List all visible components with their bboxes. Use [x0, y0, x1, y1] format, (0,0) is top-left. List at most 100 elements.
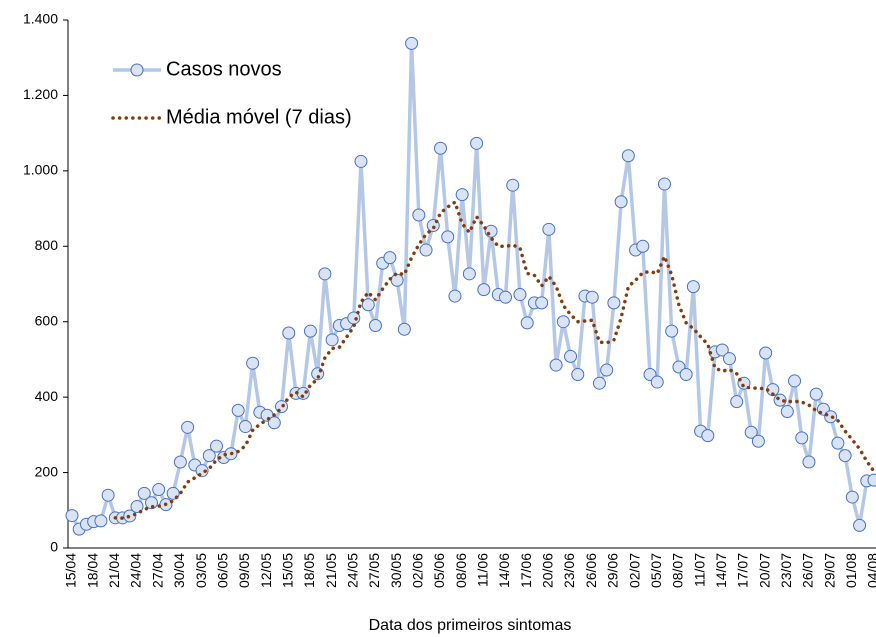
x-tick-label: 17/06 [518, 553, 534, 588]
x-tick-label: 27/05 [366, 553, 382, 588]
data-point [303, 324, 317, 338]
data-point [657, 177, 671, 191]
data-point [419, 243, 433, 257]
data-point [759, 346, 773, 360]
y-tick-label: 800 [35, 237, 59, 253]
data-point [354, 154, 368, 168]
data-point [831, 436, 845, 450]
y-tick-label: 1.400 [23, 11, 58, 27]
data-point [571, 368, 585, 382]
data-point [542, 222, 556, 236]
data-point [152, 483, 166, 497]
data-point [621, 149, 635, 163]
data-point [614, 195, 628, 209]
x-tick-label: 18/05 [301, 553, 317, 588]
data-point [585, 290, 599, 304]
data-point [809, 387, 823, 401]
data-point [838, 449, 852, 463]
y-tick-label: 1.200 [23, 86, 58, 102]
data-point [325, 333, 339, 347]
data-point [795, 431, 809, 445]
legend-label: Casos novos [166, 58, 282, 80]
data-point [556, 315, 570, 329]
data-point [181, 420, 195, 434]
data-point [231, 403, 245, 417]
data-point [867, 473, 876, 487]
data-point [607, 296, 621, 310]
x-tick-label: 01/08 [843, 553, 859, 588]
data-point [788, 374, 802, 388]
data-point [506, 178, 520, 192]
data-point [636, 239, 650, 253]
data-point [238, 420, 252, 434]
data-point [513, 288, 527, 302]
data-point [665, 324, 679, 338]
data-point [686, 280, 700, 294]
y-tick-label: 400 [35, 388, 59, 404]
data-point [701, 429, 715, 443]
x-tick-label: 23/06 [561, 553, 577, 588]
data-point [549, 358, 563, 372]
data-point [210, 439, 224, 453]
data-point [484, 224, 498, 238]
x-tick-label: 18/04 [84, 553, 100, 588]
x-tick-label: 04/08 [865, 553, 876, 588]
data-point [390, 273, 404, 287]
x-tick-label: 20/06 [540, 553, 556, 588]
x-tick-label: 17/07 [735, 553, 751, 588]
x-tick-label: 03/05 [193, 553, 209, 588]
x-tick-label: 15/05 [279, 553, 295, 588]
data-point [441, 230, 455, 244]
data-point [499, 290, 513, 304]
data-point [650, 375, 664, 389]
x-tick-label: 23/07 [778, 553, 794, 588]
data-point [361, 298, 375, 312]
x-tick-label: 30/04 [171, 553, 187, 588]
data-point [383, 251, 397, 265]
x-tick-label: 08/06 [453, 553, 469, 588]
x-tick-label: 14/06 [496, 553, 512, 588]
x-tick-label: 14/07 [713, 553, 729, 588]
data-point [433, 141, 447, 155]
x-tick-label: 21/05 [323, 553, 339, 588]
data-point [802, 455, 816, 469]
data-point [751, 434, 765, 448]
moving-average-line [113, 200, 876, 520]
data-point [65, 509, 79, 523]
x-tick-label: 11/07 [691, 553, 707, 587]
data-point [780, 404, 794, 418]
data-point [448, 289, 462, 303]
data-point [94, 514, 108, 528]
data-point [462, 267, 476, 281]
series-line [70, 41, 875, 531]
legend-marker [130, 63, 144, 77]
data-point [405, 36, 419, 50]
x-tick-label: 15/04 [63, 553, 79, 588]
data-point [144, 496, 158, 510]
x-tick-label: 20/07 [756, 553, 772, 588]
x-tick-label: 05/07 [648, 553, 664, 588]
data-point [477, 283, 491, 297]
data-point [455, 188, 469, 202]
data-point [130, 500, 144, 514]
data-point [368, 318, 382, 332]
data-point [412, 208, 426, 222]
x-tick-label: 30/05 [388, 553, 404, 588]
data-point [715, 343, 729, 357]
x-tick-label: 26/07 [800, 553, 816, 588]
x-tick-label: 29/07 [821, 553, 837, 588]
data-point [246, 356, 260, 370]
data-point [679, 368, 693, 382]
legend-label: Média móvel (7 dias) [166, 106, 352, 128]
data-point [730, 395, 744, 409]
data-point [853, 518, 867, 532]
data-point [202, 449, 216, 463]
data-point [397, 322, 411, 336]
data-point [173, 455, 187, 469]
data-point [824, 410, 838, 424]
x-tick-label: 11/06 [475, 553, 491, 587]
x-tick-label: 05/06 [431, 553, 447, 588]
data-point [600, 363, 614, 377]
data-point [101, 488, 115, 502]
